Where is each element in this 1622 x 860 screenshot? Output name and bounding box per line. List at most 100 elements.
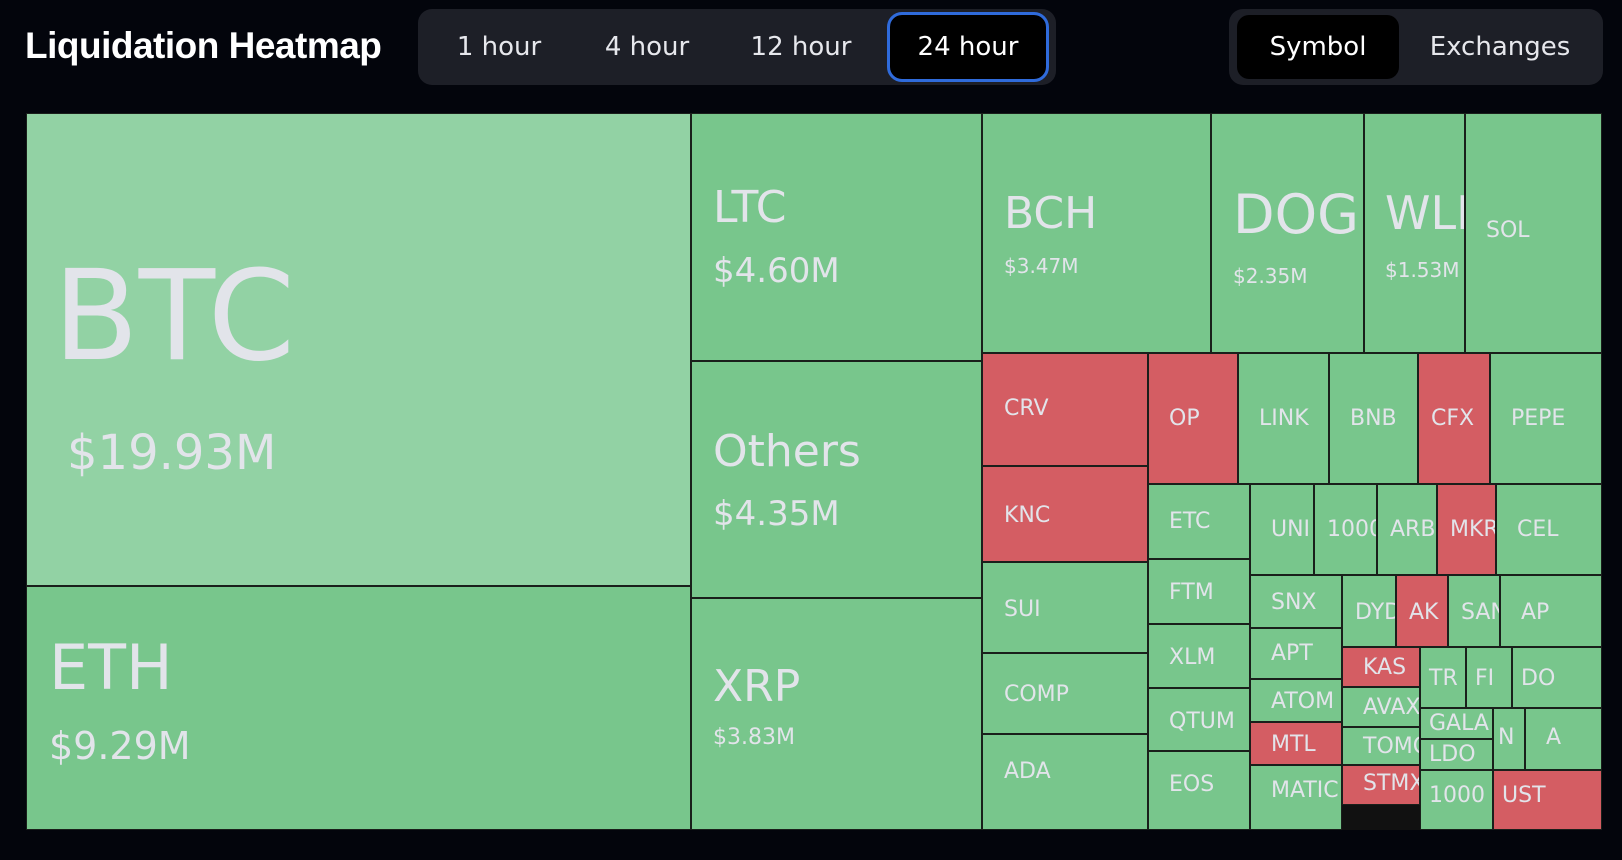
tile-symbol: ADA bbox=[1004, 759, 1051, 784]
tile-dyd[interactable]: DYD bbox=[1342, 575, 1396, 647]
tile-symbol: FTM bbox=[1169, 580, 1214, 605]
tile-symbol: ETC bbox=[1169, 509, 1211, 534]
tile-tr[interactable]: TR bbox=[1420, 647, 1466, 708]
tile-sol[interactable]: SOL bbox=[1465, 113, 1602, 353]
tile-xrp[interactable]: XRP $3.83M bbox=[691, 598, 982, 830]
tile-symbol: A bbox=[1546, 725, 1562, 750]
tab-1-hour[interactable]: 1 hour bbox=[456, 32, 542, 62]
tile-avax[interactable]: AVAX bbox=[1342, 687, 1420, 727]
tile-value: $4.60M bbox=[713, 251, 840, 291]
tile-symbol: DO bbox=[1521, 666, 1556, 691]
tile-symbol: DOGE bbox=[1233, 183, 1363, 246]
tile-eos[interactable]: EOS bbox=[1148, 751, 1250, 830]
tile-value: $3.47M bbox=[1004, 254, 1079, 278]
tile-mtl[interactable]: MTL bbox=[1250, 722, 1342, 765]
tile-stmx[interactable]: STMX bbox=[1342, 765, 1420, 805]
tile-symbol: SAN bbox=[1461, 600, 1499, 625]
tile-symbol: EOS bbox=[1169, 772, 1215, 797]
tile-symbol: DYD bbox=[1355, 600, 1395, 625]
tile-symbol: AK bbox=[1409, 600, 1439, 625]
tile-eth[interactable]: ETH $9.29M bbox=[26, 586, 691, 830]
tile-symbol: XRP bbox=[713, 661, 801, 712]
tab-12-hour[interactable]: 12 hour bbox=[750, 32, 852, 62]
tile-symbol: MTL bbox=[1271, 732, 1316, 757]
tile-a[interactable]: A bbox=[1525, 708, 1602, 770]
tile-crv[interactable]: CRV bbox=[982, 353, 1148, 466]
tile-symbol: OP bbox=[1169, 406, 1200, 431]
tile-xlm[interactable]: XLM bbox=[1148, 624, 1250, 688]
tile-symbol: SUI bbox=[1004, 597, 1041, 622]
tile-fi[interactable]: FI bbox=[1466, 647, 1512, 708]
tile-1000[interactable]: 1000 bbox=[1420, 770, 1493, 830]
tile-ada[interactable]: ADA bbox=[982, 734, 1148, 830]
tile-cfx[interactable]: CFX bbox=[1418, 353, 1490, 484]
tile-wld[interactable]: WLD $1.53M bbox=[1364, 113, 1465, 353]
tile-arb[interactable]: ARB bbox=[1377, 484, 1437, 575]
tile-others[interactable]: Others $4.35M bbox=[691, 361, 982, 598]
tile-bnb[interactable]: BNB bbox=[1329, 353, 1418, 484]
tile-comp[interactable]: COMP bbox=[982, 653, 1148, 734]
tile-cel[interactable]: CEL bbox=[1496, 484, 1602, 575]
tile-doge[interactable]: DOGE $2.35M bbox=[1211, 113, 1364, 353]
tile-symbol: XLM bbox=[1169, 645, 1216, 670]
tile-bch[interactable]: BCH $3.47M bbox=[982, 113, 1211, 353]
tile-symbol: ATOM bbox=[1271, 689, 1335, 714]
tile-symbol: CFX bbox=[1431, 406, 1475, 431]
tile-tomo[interactable]: TOMO bbox=[1342, 727, 1420, 765]
tile-value: $9.29M bbox=[49, 724, 191, 768]
tile-san[interactable]: SAN bbox=[1448, 575, 1500, 647]
tile-symbol: QTUM bbox=[1169, 709, 1235, 734]
tab-24-hour[interactable]: 24 hour bbox=[887, 12, 1049, 82]
tile-symbol: MKR bbox=[1450, 517, 1496, 542]
tile-symbol: LTC bbox=[713, 182, 787, 233]
tile-op[interactable]: OP bbox=[1148, 353, 1238, 484]
tile-ftm[interactable]: FTM bbox=[1148, 559, 1250, 624]
tile-symbol: UST bbox=[1502, 783, 1546, 808]
tile-atom[interactable]: ATOM bbox=[1250, 679, 1342, 722]
tile-ltc[interactable]: LTC $4.60M bbox=[691, 113, 982, 361]
tile-etc[interactable]: ETC bbox=[1148, 484, 1250, 559]
tile-value: $1.53M bbox=[1385, 258, 1460, 282]
tile-symbol: GALA bbox=[1429, 711, 1489, 736]
tile-symbol: Others bbox=[713, 426, 861, 477]
tile-link[interactable]: LINK bbox=[1238, 353, 1329, 484]
tile-n[interactable]: N bbox=[1493, 708, 1525, 770]
tile-symbol: AVAX bbox=[1363, 695, 1420, 720]
tile-btc[interactable]: BTC $19.93M bbox=[26, 113, 691, 586]
tile-sui[interactable]: SUI bbox=[982, 562, 1148, 653]
tile-symbol: FI bbox=[1475, 666, 1495, 691]
time-range-selector: 1 hour 4 hour 12 hour 24 hour bbox=[418, 9, 1056, 85]
tile-ak[interactable]: AK bbox=[1396, 575, 1448, 647]
tab-exchanges[interactable]: Exchanges bbox=[1429, 32, 1571, 62]
tile-value: $19.93M bbox=[67, 425, 277, 481]
tile-symbol: WLD bbox=[1385, 186, 1464, 240]
tile-symbol: 1000 bbox=[1327, 517, 1376, 542]
tile-1000[interactable]: 1000 bbox=[1314, 484, 1377, 575]
tile-uni[interactable]: UNI bbox=[1250, 484, 1314, 575]
tile-symbol: N bbox=[1498, 725, 1515, 750]
tile-symbol: APT bbox=[1271, 641, 1313, 666]
tile-kas[interactable]: KAS bbox=[1342, 647, 1420, 687]
tile-gala[interactable]: GALA bbox=[1420, 708, 1493, 739]
tile-symbol: MATIC bbox=[1271, 778, 1339, 803]
tile-symbol: LDO bbox=[1429, 742, 1476, 767]
page-title: Liquidation Heatmap bbox=[25, 25, 382, 66]
tile-qtum[interactable]: QTUM bbox=[1148, 688, 1250, 751]
tile-apt[interactable]: APT bbox=[1250, 628, 1342, 679]
tile-symbol: TR bbox=[1429, 666, 1458, 691]
tile-do[interactable]: DO bbox=[1512, 647, 1602, 708]
liquidation-treemap: BTC $19.93M ETH $9.29M LTC $4.60M Others $4.35M… bbox=[26, 113, 1602, 830]
tile-matic[interactable]: MATIC bbox=[1250, 765, 1342, 830]
tile-pepe[interactable]: PEPE bbox=[1490, 353, 1602, 484]
tile-mkr[interactable]: MKR bbox=[1437, 484, 1496, 575]
tile-value: $3.83M bbox=[713, 725, 795, 750]
tile-ust[interactable]: UST bbox=[1493, 770, 1602, 830]
tab-4-hour[interactable]: 4 hour bbox=[604, 32, 690, 62]
tile-value: $2.35M bbox=[1233, 264, 1308, 288]
tile-snx[interactable]: SNX bbox=[1250, 575, 1342, 628]
tile-ap[interactable]: AP bbox=[1500, 575, 1602, 647]
tile-knc[interactable]: KNC bbox=[982, 466, 1148, 562]
tile-ldo[interactable]: LDO bbox=[1420, 739, 1493, 770]
tab-symbol[interactable]: Symbol bbox=[1237, 15, 1399, 79]
tile-symbol: CEL bbox=[1517, 517, 1559, 542]
